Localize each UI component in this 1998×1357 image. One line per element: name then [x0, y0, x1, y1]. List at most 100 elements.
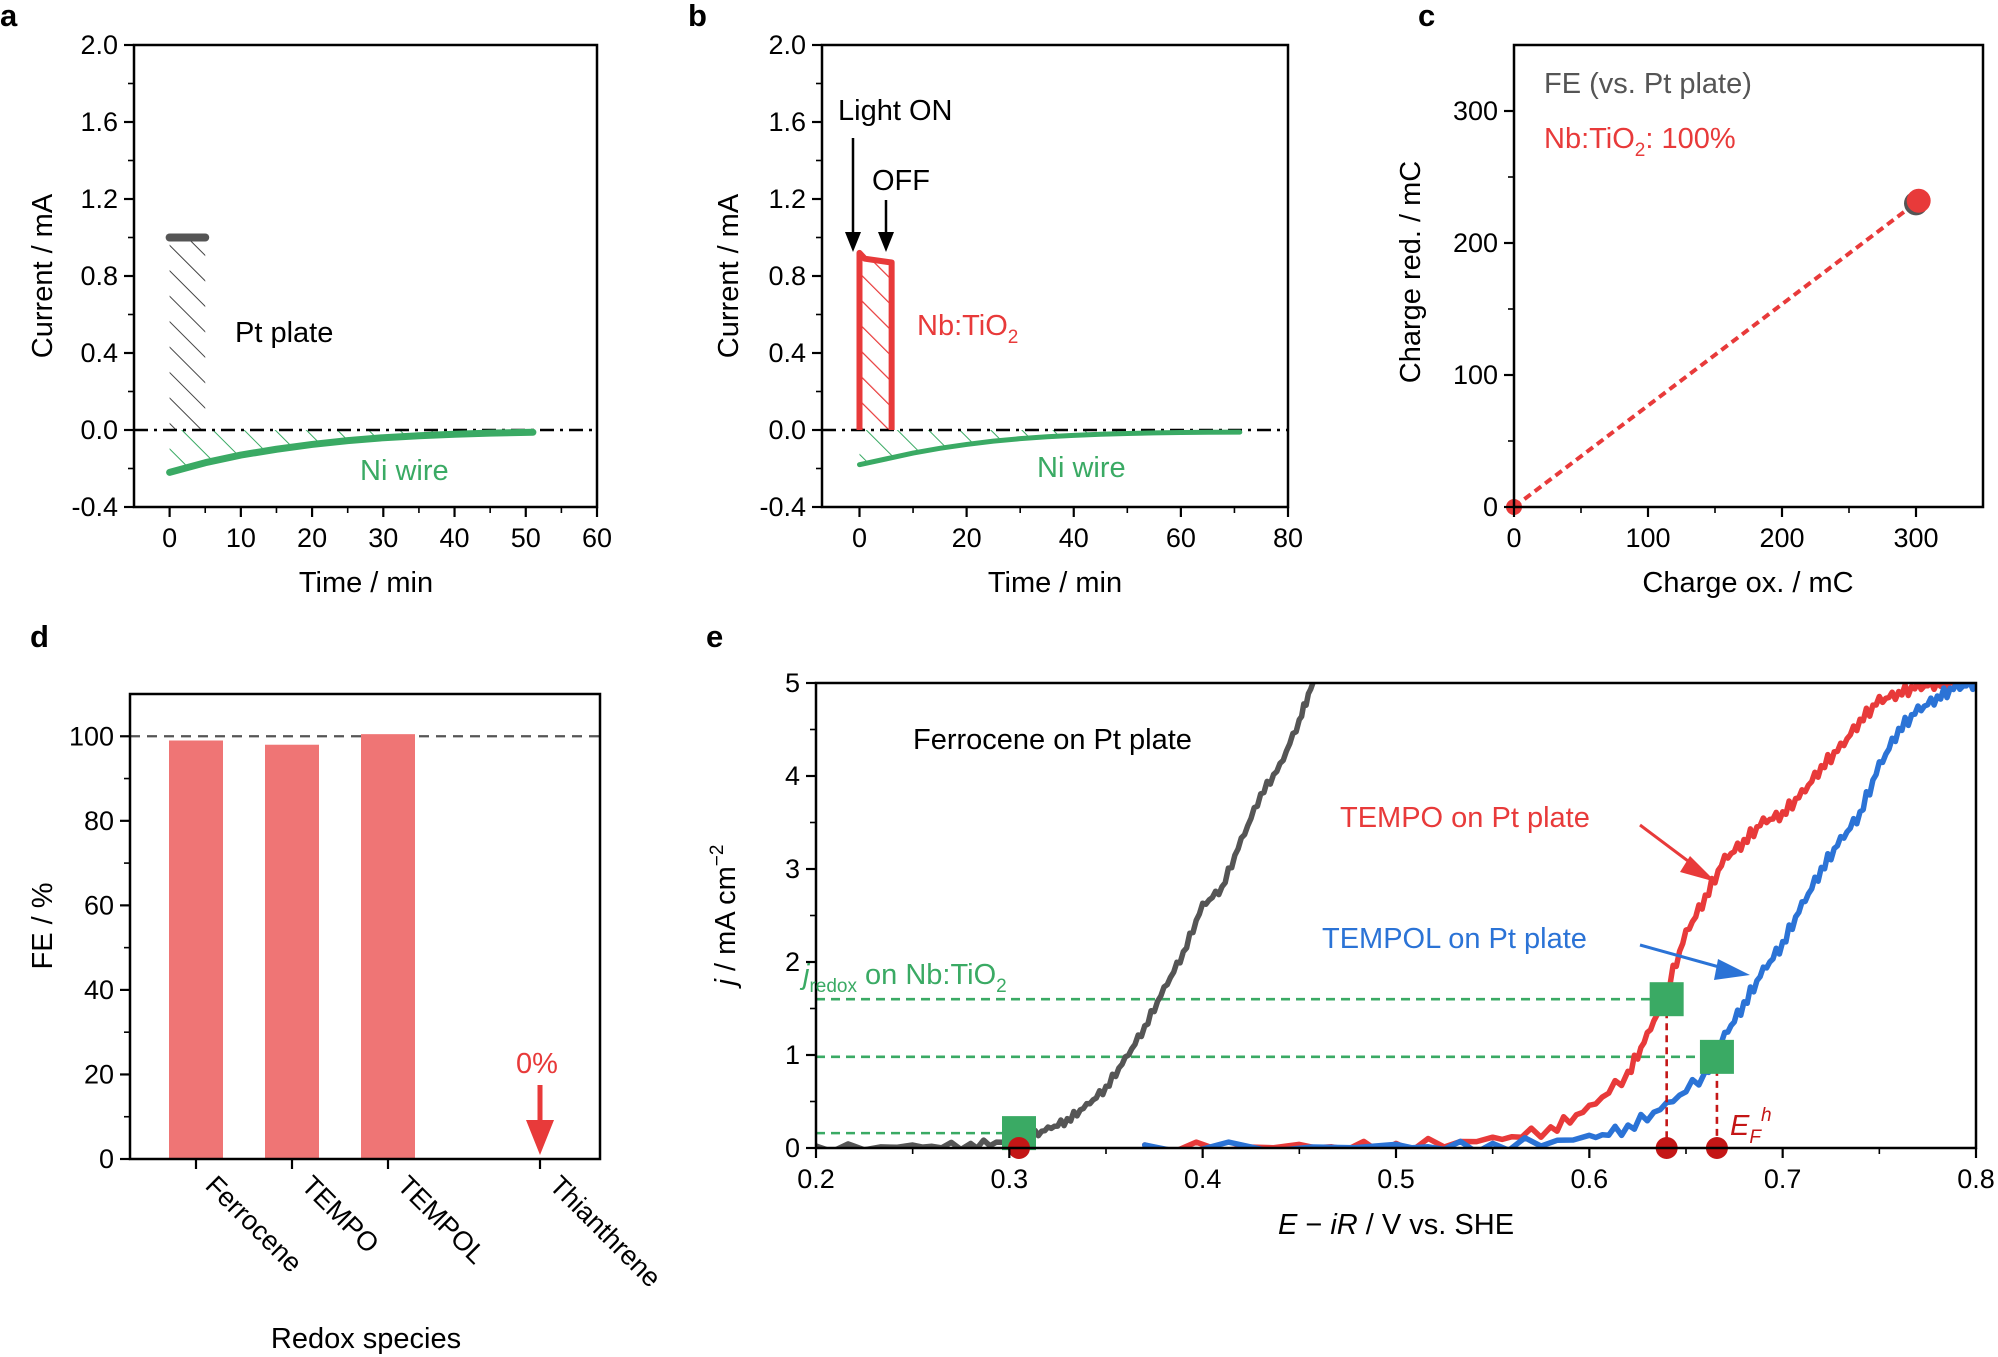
panel-b-xtick-label: 60 — [1166, 523, 1196, 553]
panel-a-series-ni-wire — [166, 428, 537, 476]
panel-d-ytick-label: 60 — [84, 890, 114, 920]
panel-c-legend-title: FE (vs. Pt plate) — [1544, 68, 1752, 100]
panel-a-label-pt-plate: Pt plate — [235, 317, 333, 349]
panel-e-xlabel-unit: / V vs. SHE — [1358, 1209, 1514, 1241]
panel-e-arrow-tempol — [1639, 943, 1731, 972]
panel-c-xtick-label: 200 — [1759, 523, 1804, 553]
panel-b-xtick-label: 40 — [1059, 523, 1089, 553]
panel-e-series-tempol — [1141, 683, 1976, 1148]
panel-d-category-label: TEMPOL — [392, 1170, 492, 1270]
panel-b-xtick-label: 0 — [852, 523, 867, 553]
panel-b-ytick-label: 2.0 — [768, 30, 806, 60]
panel-c-legend-suffix: : 100% — [1645, 123, 1735, 155]
panel-c-chart: 0 100 200 300 0 100 200 300 Charge red. / mC Ch… — [1395, 43, 1985, 599]
panel-e-arrowhead-tempol — [1714, 959, 1750, 980]
panel-a-xtick-label: 30 — [368, 523, 398, 553]
panel-b-label-nbtio2-main: Nb:TiO — [917, 310, 1008, 342]
panel-d-frame — [128, 692, 602, 1161]
panel-e-xtick-label: 0.4 — [1184, 1164, 1222, 1194]
panel-b-ytick-label: -0.4 — [759, 492, 806, 522]
panel-b-ytick-label: 0.8 — [768, 261, 806, 291]
panel-a-ytick-label: 2.0 — [80, 30, 118, 60]
panel-b-chart: 0 20 40 60 80 -0.4 0.0 0.4 0.8 1.2 1.6 2.0 Current … — [713, 30, 1303, 599]
panel-b-ni-hatch — [859, 430, 1240, 465]
panel-c-ytick-label: 300 — [1453, 96, 1498, 126]
panel-a-ytick-label: 0.0 — [80, 415, 118, 445]
panel-d-xlabel: Redox species — [271, 1323, 461, 1355]
panel-e-ytick-label: 0 — [785, 1133, 800, 1163]
panel-letter-c: c — [1418, 0, 1435, 33]
panel-e-jredox-sub: redox — [809, 976, 857, 997]
panel-a-xlabel: Time / min — [299, 567, 433, 599]
panel-b-label-nbtio2-sub: 2 — [1008, 327, 1019, 348]
panel-a-label-ni-wire: Ni wire — [360, 455, 449, 487]
panel-e-xtick-label: 0.2 — [797, 1164, 835, 1194]
panel-d-category-label: TEMPO — [296, 1170, 385, 1259]
panel-e-xlabel-e: E — [1278, 1209, 1298, 1241]
panel-b-series-nbtio2 — [856, 249, 895, 430]
panel-c-ytick-label: 0 — [1483, 492, 1498, 522]
panel-d-category-label: Ferrocene — [200, 1170, 308, 1278]
panel-e-xtick-label: 0.6 — [1571, 1164, 1609, 1194]
panel-a-xtick-label: 50 — [511, 523, 541, 553]
panel-d-bar-tempo — [265, 744, 319, 1159]
panel-e-label-ferrocene: Ferrocene on Pt plate — [913, 724, 1192, 756]
panel-c-ytick-label: 200 — [1453, 228, 1498, 258]
panel-letter-e: e — [706, 619, 723, 654]
panel-c-xtick-label: 100 — [1625, 523, 1670, 553]
panel-b-ytick-label: 1.6 — [768, 107, 806, 137]
panel-e-ytick-label: 3 — [785, 854, 800, 884]
panel-e-ylabel-exp: −2 — [707, 845, 728, 867]
panel-a-xtick-label: 60 — [582, 523, 612, 553]
panel-d-bar-ferrocene — [169, 740, 223, 1159]
panel-a-xtick-label: 0 — [162, 523, 177, 553]
panel-a-pt-hatch — [169, 237, 206, 430]
panel-d-label-zero-percent: 0% — [516, 1048, 558, 1080]
panel-e-xtick-label: 0.7 — [1764, 1164, 1802, 1194]
panel-e-ytick-label: 5 — [785, 668, 800, 698]
panel-b-ytick-label: 1.2 — [768, 184, 806, 214]
panel-a-xtick-label: 40 — [440, 523, 470, 553]
panel-a-ytick-label: 1.6 — [80, 107, 118, 137]
panel-c-fit-line — [1512, 199, 1920, 509]
panel-e-ytick-label: 1 — [785, 1040, 800, 1070]
panel-e-series-tempo — [1141, 683, 1976, 1148]
panel-b-ytick-label: 0.0 — [768, 415, 806, 445]
panel-e-ytick-label: 4 — [785, 761, 800, 791]
panel-b-ytick-label: 0.4 — [768, 338, 806, 368]
panel-e-ef-sub: F — [1749, 1127, 1762, 1148]
panel-b-label-ni-wire: Ni wire — [1037, 452, 1126, 484]
panel-b-label-nbtio2: Nb:TiO2 — [917, 310, 1018, 348]
panel-c-point-nbtio2 — [1906, 188, 1931, 213]
panel-b-xtick-label: 80 — [1273, 523, 1303, 553]
panel-b-series-ni-wire — [856, 429, 1243, 468]
panel-e-ylabel-unit: / mA cm — [710, 866, 742, 979]
panel-b-label-light-on: Light ON — [838, 95, 952, 127]
panel-e-label-tempo: TEMPO on Pt plate — [1340, 802, 1590, 834]
panel-e-xlabel-minus: − — [1297, 1209, 1330, 1241]
panel-b-xtick-label: 20 — [952, 523, 982, 553]
panel-letter-a: a — [0, 0, 18, 33]
panel-d-category-label: Thianthrene — [544, 1170, 667, 1293]
panel-e-jredox-text: on Nb:TiO — [857, 959, 996, 991]
panel-e-xlabel: E − iR / V vs. SHE — [1278, 1209, 1514, 1241]
panel-e-onset-square — [1649, 982, 1684, 1017]
panel-e-arrowhead-tempo — [1680, 856, 1716, 882]
panel-e-ylabel: j / mA cm−2 — [707, 845, 742, 990]
panel-letter-d: d — [30, 619, 49, 654]
panel-c-xlabel: Charge ox. / mC — [1642, 567, 1853, 599]
panel-e-xtick-label: 0.8 — [1957, 1164, 1995, 1194]
panel-e-label-jredox: jredox on Nb:TiO2 — [799, 959, 1007, 997]
panel-a-ni-hatch — [169, 430, 533, 473]
panel-e-label-ef: EFh — [1730, 1105, 1772, 1148]
panel-d-arrowhead — [526, 1120, 554, 1155]
panel-a-xtick-label: 20 — [297, 523, 327, 553]
panel-b-label-off: OFF — [872, 165, 930, 197]
panel-c-xtick-label: 300 — [1893, 523, 1938, 553]
panel-a-chart: 0 10 20 30 40 50 60 -0.4 0.0 0.4 0.8 1.2 1.6 2.0 Curr… — [27, 30, 612, 599]
panel-b-xlabel: Time / min — [988, 567, 1122, 599]
panel-c-legend-prefix: Nb:TiO — [1544, 123, 1635, 155]
